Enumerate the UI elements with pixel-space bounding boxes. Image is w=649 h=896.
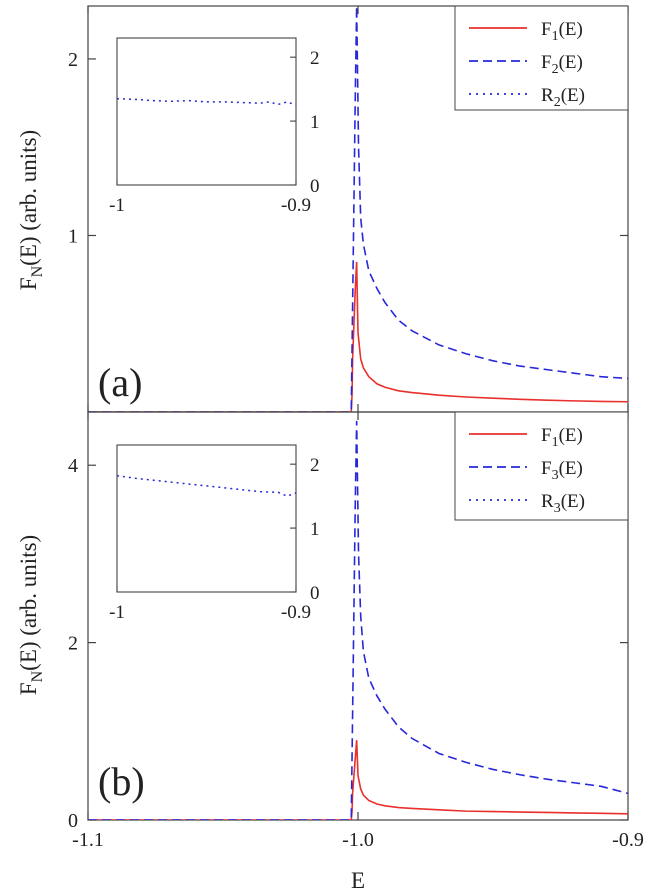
x-tick-label: -0.9 (612, 829, 644, 851)
inset-y-tick-label: 1 (310, 112, 320, 133)
series-line-f1e (88, 740, 628, 820)
inset-series-line (116, 474, 297, 497)
series-line-f2e (88, 6, 628, 412)
series-line-f3e (88, 420, 628, 820)
inset-x-tick-label: -1 (109, 195, 125, 216)
inset-y-tick-label: 0 (310, 583, 320, 604)
y-tick-label: 2 (68, 49, 78, 71)
legend-label: F2(E) (541, 52, 583, 77)
inset-x-tick-label: -1 (109, 602, 125, 623)
inset-x-tick-label: -0.9 (281, 602, 311, 623)
panel-label: (b) (98, 759, 145, 804)
y-tick-label: 1 (68, 225, 78, 247)
inset-y-tick-label: 2 (310, 48, 320, 69)
legend-label: R2(E) (541, 85, 585, 110)
series-line-f1e (88, 261, 628, 412)
legend-label: F3(E) (541, 458, 583, 483)
y-tick-label: 2 (68, 633, 78, 655)
legend-label: F1(E) (541, 19, 583, 44)
x-tick-label: -1.0 (342, 829, 374, 851)
y-tick-label: 0 (68, 810, 78, 832)
x-axis-label: E (351, 868, 365, 893)
inset-y-tick-label: 1 (310, 519, 320, 540)
y-tick-label: 4 (68, 455, 78, 477)
inset-frame (116, 444, 297, 593)
y-axis-label: FN(E) (arb. units) (16, 535, 46, 695)
x-tick-label: -1.1 (72, 829, 104, 851)
panel-a: 1 2 FN(E) (arb. units) (a) F1(E) F2(E) R2(E) 0 1… (16, 5, 629, 413)
y-axis-label: FN(E) (arb. units) (16, 130, 46, 290)
legend-box (454, 5, 629, 111)
panel-b: 0 2 4 -1.1 -1.0 -0.9 E FN(E) (arb. units) (b) F1(… (16, 411, 644, 893)
inset-y-tick-label: 0 (310, 176, 320, 197)
legend-box (454, 411, 629, 521)
panel-label: (a) (98, 360, 142, 405)
legend-label: F1(E) (541, 425, 583, 450)
inset-x-tick-label: -0.9 (281, 195, 311, 216)
inset-y-tick-label: 2 (310, 455, 320, 476)
legend-label: R3(E) (541, 491, 585, 516)
inset-frame (116, 37, 297, 186)
